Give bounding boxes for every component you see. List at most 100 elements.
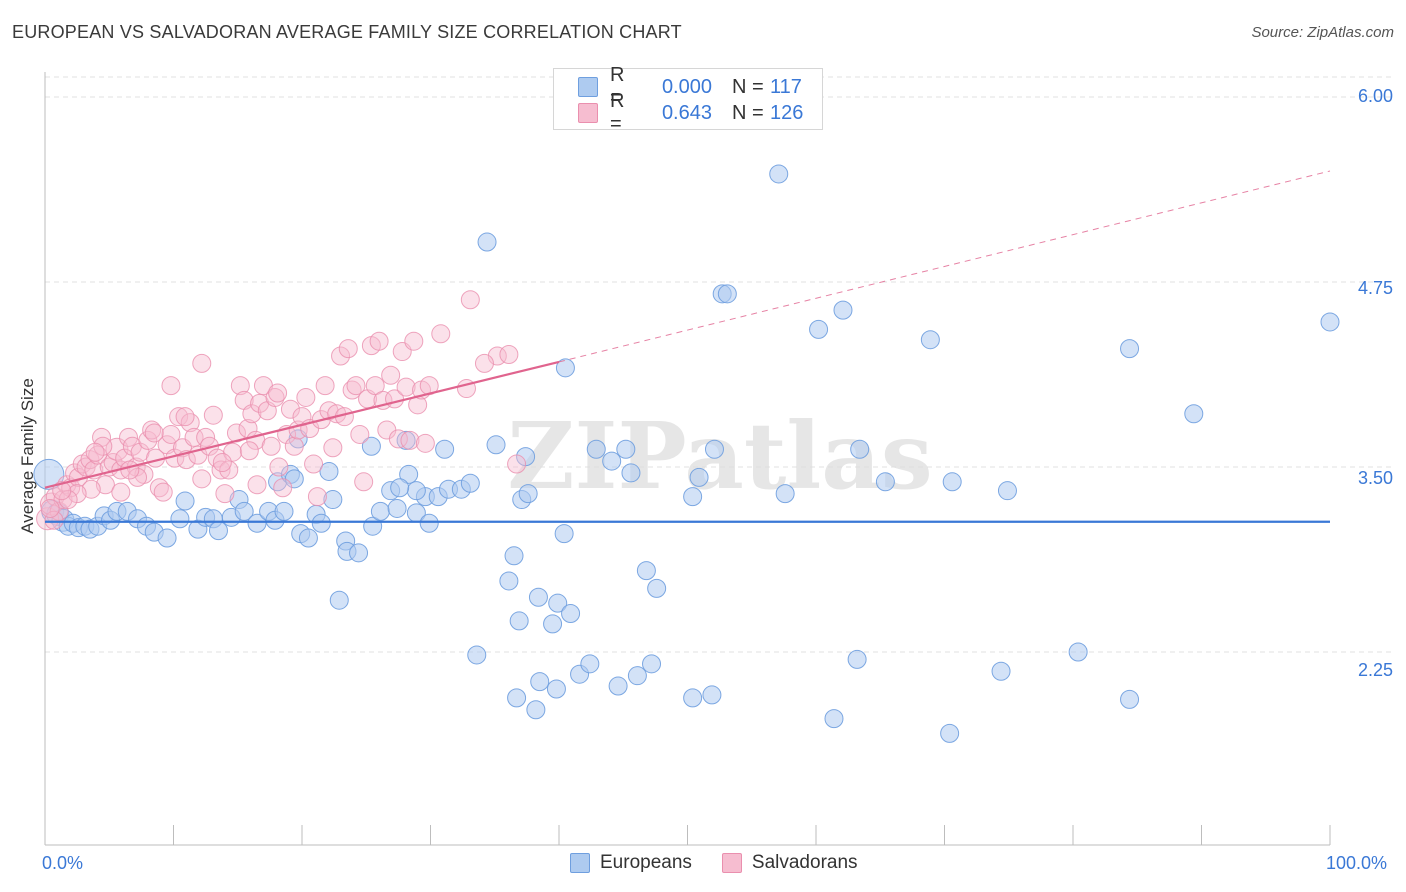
salvadoran-point	[215, 484, 235, 504]
european-point	[616, 439, 636, 459]
salvadoran-point	[85, 442, 105, 462]
european-point	[528, 587, 548, 607]
european-point	[208, 521, 228, 541]
european-point	[602, 451, 622, 471]
european-point	[809, 319, 829, 339]
salvadoran-point	[354, 472, 374, 492]
european-point	[543, 614, 563, 634]
european-point	[361, 436, 381, 456]
european-point	[419, 513, 439, 533]
european-point	[507, 688, 527, 708]
salvadoran-point	[365, 376, 385, 396]
salvadoran-point	[323, 438, 343, 458]
european-point	[460, 473, 480, 493]
european-point	[850, 439, 870, 459]
n-label: N =	[732, 101, 764, 124]
salvadoran-point	[93, 436, 113, 456]
european-point	[555, 358, 575, 378]
european-point	[769, 164, 789, 184]
european-point	[1068, 642, 1088, 662]
salvadoran-point	[296, 387, 316, 407]
european-point	[940, 723, 960, 743]
european-point	[157, 528, 177, 548]
r-value: 0.000	[661, 75, 712, 98]
european-point	[586, 439, 606, 459]
salvadorans-swatch	[578, 103, 598, 123]
salvadoran-point	[144, 423, 164, 443]
legend-item-salvadorans[interactable]: Salvadorans	[721, 852, 858, 874]
salvadoran-point	[203, 405, 223, 425]
salvadoran-point	[381, 365, 401, 385]
chart-title: EUROPEAN VS SALVADORAN AVERAGE FAMILY SI…	[12, 22, 682, 42]
european-point	[580, 654, 600, 674]
salvadoran-point	[474, 353, 494, 373]
european-point	[548, 593, 568, 613]
legend-label: Europeans	[600, 852, 692, 873]
europeans-swatch	[578, 77, 598, 97]
european-point	[298, 528, 318, 548]
salvadoran-point	[128, 467, 148, 487]
european-point	[847, 649, 867, 669]
salvadoran-point	[400, 430, 420, 450]
salvadoran-point	[304, 454, 324, 474]
european-point	[234, 501, 254, 521]
y-axis-label: Average Family Size	[18, 378, 37, 534]
salvadorans-swatch	[721, 853, 742, 873]
european-point	[942, 472, 962, 492]
salvadoran-point	[192, 353, 212, 373]
european-point	[175, 491, 195, 511]
european-point	[991, 661, 1011, 681]
salvadoran-point	[415, 433, 435, 453]
salvadoran-point	[431, 324, 451, 344]
salvadoran-point	[175, 407, 195, 427]
salvadoran-point	[161, 376, 181, 396]
salvadoran-point	[184, 427, 204, 447]
salvadoran-point	[280, 399, 300, 419]
y-tick-label: 6.00	[1357, 86, 1393, 106]
european-point	[561, 604, 581, 624]
salvadoran-point	[242, 404, 262, 424]
series-legend: Europeans Salvadorans	[570, 852, 888, 874]
correlation-legend: R = 0.000 N = 117 R = 0.643 N = 126	[553, 64, 823, 135]
salvadoran-point	[460, 290, 480, 310]
european-point	[642, 654, 662, 674]
european-point	[683, 487, 703, 507]
european-point	[875, 472, 895, 492]
salvadoran-point	[111, 482, 131, 502]
european-point	[833, 300, 853, 320]
salvadoran-point	[212, 453, 232, 473]
r-label: R =	[610, 90, 625, 135]
legend-label: Salvadorans	[751, 852, 858, 873]
trend-lines	[44, 170, 1331, 523]
salvadorans-trend-extension	[558, 170, 1331, 363]
salvadoran-point	[40, 498, 60, 518]
salvadoran-point	[161, 424, 181, 444]
european-point	[608, 676, 628, 696]
european-point	[323, 490, 343, 510]
salvadoran-point	[239, 441, 259, 461]
european-point	[518, 484, 538, 504]
salvadoran-point	[95, 475, 115, 495]
salvadoran-point	[315, 376, 335, 396]
r-value: 0.643	[661, 101, 712, 124]
salvadoran-point	[307, 487, 327, 507]
european-point	[349, 543, 369, 563]
european-point	[775, 484, 795, 504]
salvadoran-point	[120, 460, 140, 480]
european-point	[554, 524, 574, 544]
european-point	[504, 546, 524, 566]
salvadoran-point	[223, 442, 243, 462]
salvadoran-point	[67, 484, 87, 504]
european-point	[702, 685, 722, 705]
r-label: R =	[610, 64, 625, 109]
european-point	[1120, 339, 1140, 359]
salvadoran-point	[211, 460, 231, 480]
n-value: 126	[770, 101, 804, 124]
salvadoran-point	[153, 482, 173, 502]
salvadoran-point	[284, 436, 304, 456]
salvadoran-point	[350, 424, 370, 444]
salvadoran-point	[268, 383, 288, 403]
european-point	[390, 478, 410, 498]
legend-item-europeans[interactable]: Europeans	[570, 852, 692, 874]
europeans-swatch	[570, 853, 590, 873]
